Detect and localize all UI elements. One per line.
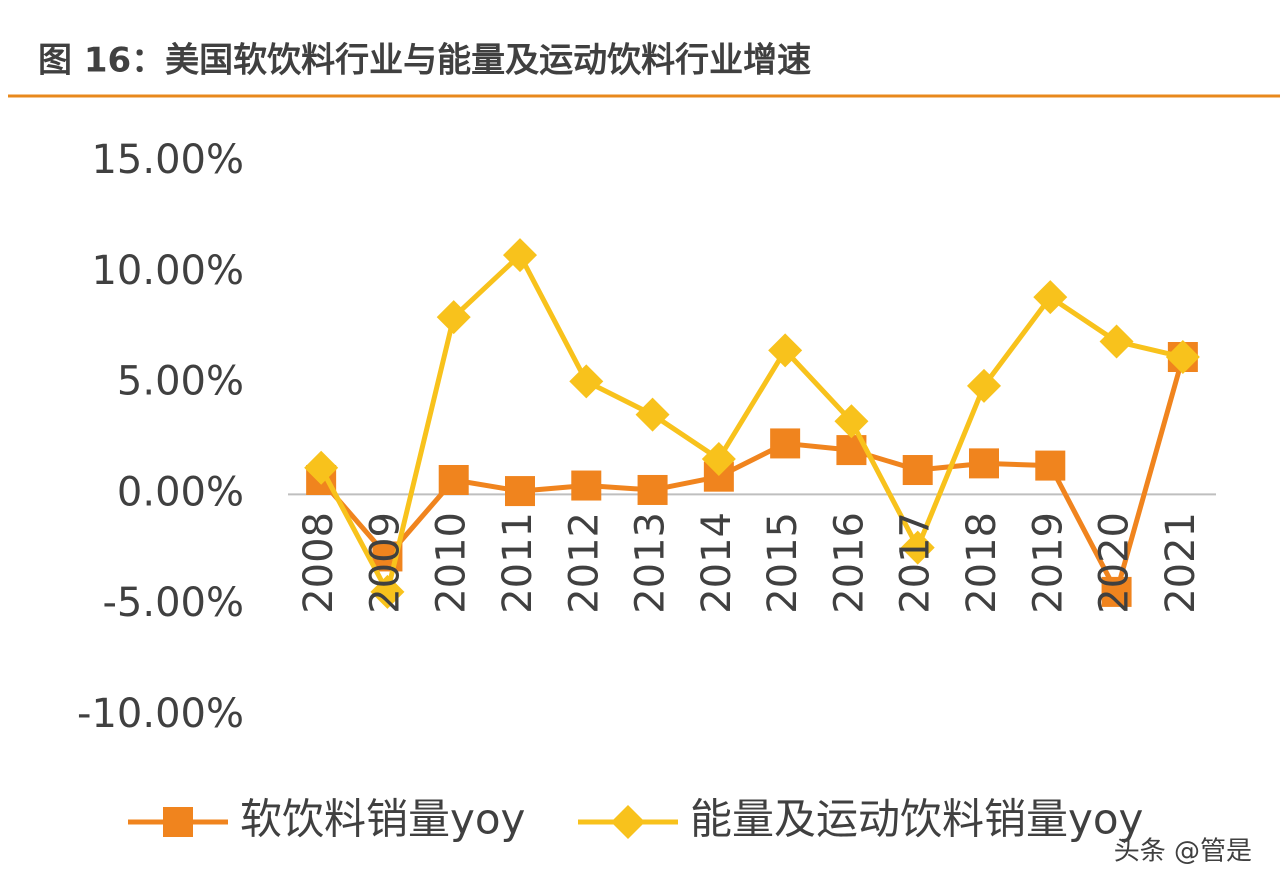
point-marker xyxy=(701,441,736,476)
point-marker xyxy=(1033,280,1068,315)
x-tick-label: 2019 xyxy=(1025,512,1071,614)
point-marker xyxy=(505,476,535,507)
point-marker xyxy=(635,397,670,432)
x-tick-label: 2017 xyxy=(893,512,939,614)
point-marker xyxy=(436,300,471,335)
point-marker xyxy=(967,368,1001,403)
point-marker xyxy=(571,470,602,501)
y-tick-label: 0.00% xyxy=(117,469,244,515)
legend-label: 能量及运动饮料销量yoy xyxy=(690,795,1143,844)
point-marker xyxy=(1099,324,1134,359)
point-marker xyxy=(902,455,933,486)
point-marker xyxy=(503,238,537,273)
x-tick-label: 2013 xyxy=(628,512,674,614)
x-tick-label: 2014 xyxy=(694,512,740,614)
point-marker xyxy=(768,333,803,368)
point-marker xyxy=(370,574,405,609)
point-marker xyxy=(969,448,999,479)
x-tick-label: 2011 xyxy=(495,512,541,614)
x-tick-label: 2018 xyxy=(959,512,1005,614)
point-marker xyxy=(834,404,869,439)
point-marker xyxy=(770,428,801,459)
x-tick-label: 2016 xyxy=(826,512,872,614)
x-tick-label: 2010 xyxy=(429,512,475,614)
point-marker xyxy=(637,474,668,505)
y-tick-label: -10.00% xyxy=(77,691,244,737)
x-tick-label: 2008 xyxy=(296,512,342,614)
legend-marker xyxy=(163,807,193,837)
x-tick-label: 2021 xyxy=(1158,512,1204,614)
watermark: 头条 @管是 xyxy=(1114,837,1252,867)
point-marker xyxy=(569,364,604,399)
point-marker xyxy=(1165,340,1200,375)
y-tick-label: 5.00% xyxy=(117,359,244,405)
point-marker xyxy=(438,464,469,495)
x-tick-label: 2009 xyxy=(362,512,408,614)
y-tick-label: -5.00% xyxy=(102,580,244,626)
x-tick-label: 2020 xyxy=(1092,512,1138,614)
x-tick-label: 2012 xyxy=(561,512,607,614)
x-tick-label: 2015 xyxy=(760,512,806,614)
point-marker xyxy=(304,450,339,485)
legend-marker xyxy=(611,805,645,839)
legend-label: 软饮料销量yoy xyxy=(240,795,525,844)
y-tick-label: 10.00% xyxy=(91,248,244,294)
y-tick-label: 15.00% xyxy=(91,137,244,183)
series-line xyxy=(318,252,1184,595)
point-marker xyxy=(900,530,935,565)
point-marker xyxy=(1035,450,1066,481)
point-marker xyxy=(1101,576,1132,607)
chart-title: 图 16：美国软饮料行业与能量及运动饮料行业增速 xyxy=(38,41,811,81)
